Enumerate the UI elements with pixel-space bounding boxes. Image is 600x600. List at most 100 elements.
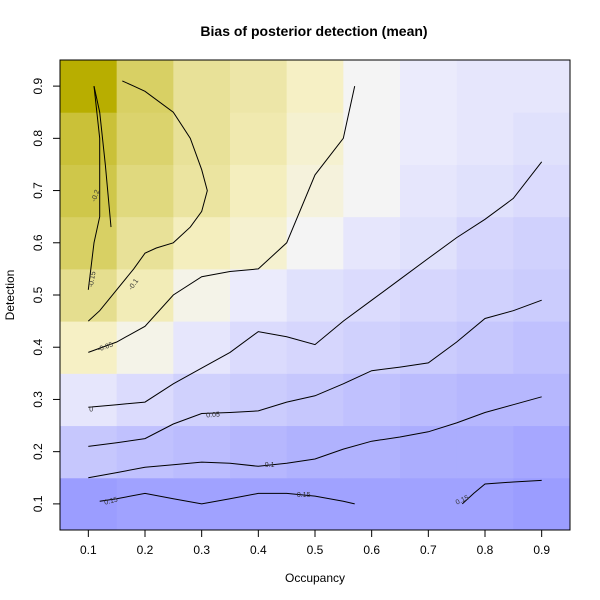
contour-label: -0.2 xyxy=(91,189,102,203)
y-tick-label: 0.8 xyxy=(31,130,45,147)
y-tick-label: 0.7 xyxy=(31,182,45,199)
heatmap-cell xyxy=(513,164,571,218)
x-tick-label: 0.6 xyxy=(363,543,380,557)
heatmap-cell xyxy=(343,477,401,531)
heatmap-cell xyxy=(286,216,344,270)
heatmap-cell xyxy=(400,216,458,270)
heatmap-cell xyxy=(400,321,458,374)
heatmap-cell xyxy=(116,321,174,374)
contour-line xyxy=(88,85,356,353)
heatmap-cell xyxy=(456,373,514,427)
heatmap-cell xyxy=(456,477,514,531)
contour-label: -0.15 xyxy=(88,271,98,288)
heatmap-cell xyxy=(60,164,118,218)
heatmap-cell xyxy=(456,425,514,479)
heatmap-cell xyxy=(60,60,118,113)
heatmap-cell xyxy=(230,268,288,322)
heatmap-cell xyxy=(230,477,288,531)
heatmap-cell xyxy=(116,268,174,322)
y-tick-label: 0.3 xyxy=(31,391,45,408)
heatmap-cell xyxy=(116,216,174,270)
heatmap-cell xyxy=(343,321,401,374)
heatmap-cell xyxy=(513,373,571,427)
x-tick-label: 0.3 xyxy=(193,543,210,557)
contour-line xyxy=(88,161,543,408)
contour-line xyxy=(99,492,355,505)
y-tick-label: 0.9 xyxy=(31,77,45,94)
heatmap-cell xyxy=(173,112,231,165)
heatmap-cell xyxy=(343,60,401,113)
y-tick-label: 0.4 xyxy=(31,339,45,356)
heatmap-cell xyxy=(400,373,458,427)
heatmap-cell xyxy=(230,373,288,427)
y-tick-label: 0.5 xyxy=(31,286,45,303)
heatmap-cell xyxy=(116,425,174,479)
y-axis-label: Detection xyxy=(3,270,17,321)
heatmap-cell xyxy=(343,268,401,322)
heatmap-cell xyxy=(456,60,514,113)
heatmap-cell xyxy=(343,164,401,218)
heatmap-cell xyxy=(60,321,118,374)
chart-title: Bias of posterior detection (mean) xyxy=(200,23,427,39)
x-tick-label: 0.9 xyxy=(533,543,550,557)
heatmap-cell xyxy=(173,373,231,427)
contour-line xyxy=(88,396,542,479)
heatmap-cell xyxy=(513,216,571,270)
heatmap-cell xyxy=(400,477,458,531)
heatmap-cell xyxy=(230,425,288,479)
y-tick-label: 0.1 xyxy=(31,495,45,512)
contour-label: 0 xyxy=(89,407,93,414)
x-tick-label: 0.7 xyxy=(420,543,437,557)
heatmap-cell xyxy=(173,321,231,374)
heatmap-cell xyxy=(456,216,514,270)
x-tick-label: 0.2 xyxy=(137,543,154,557)
heatmap-cell xyxy=(60,373,118,427)
heatmap-cell xyxy=(456,164,514,218)
contour-label: 0.1 xyxy=(265,462,275,469)
heatmap-cell xyxy=(286,268,344,322)
heatmap-cell xyxy=(513,321,571,374)
contour-label: 0.15 xyxy=(297,492,311,499)
heatmap-cell xyxy=(173,60,231,113)
heatmap-cell xyxy=(513,60,571,113)
heatmap-cell xyxy=(286,164,344,218)
heatmap-cell xyxy=(343,373,401,427)
heatmap-cell xyxy=(173,216,231,270)
heatmap-cell xyxy=(60,216,118,270)
y-tick-label: 0.6 xyxy=(31,234,45,251)
heatmap-cell xyxy=(116,164,174,218)
heatmap-cell xyxy=(116,373,174,427)
heatmap-cell xyxy=(60,425,118,479)
heatmap-cell xyxy=(230,216,288,270)
heatmap-cell xyxy=(230,112,288,165)
heatmap-cell xyxy=(116,60,174,113)
heatmap-cells xyxy=(60,60,571,531)
x-tick-label: 0.1 xyxy=(80,543,97,557)
x-axis: 0.1 0.2 0.3 0.4 0.5 0.6 0.7 0.8 0.9 xyxy=(80,529,550,557)
heatmap-cell xyxy=(400,425,458,479)
contour-line xyxy=(88,299,542,447)
heatmap-cell xyxy=(286,321,344,374)
y-axis: 0.1 0.2 0.3 0.4 0.5 0.6 0.7 0.8 0.9 xyxy=(31,77,61,512)
x-tick-label: 0.5 xyxy=(307,543,324,557)
heatmap-cell xyxy=(343,425,401,479)
heatmap-cell xyxy=(456,112,514,165)
heatmap-cell xyxy=(230,60,288,113)
heatmap-cell xyxy=(60,112,118,165)
heatmap-cell xyxy=(173,268,231,322)
heatmap-cell xyxy=(173,164,231,218)
heatmap-cell xyxy=(286,112,344,165)
heatmap-cell xyxy=(173,425,231,479)
y-tick-label: 0.2 xyxy=(31,443,45,460)
heatmap-cell xyxy=(513,425,571,479)
heatmap-cell xyxy=(513,477,571,531)
x-tick-label: 0.8 xyxy=(477,543,494,557)
heatmap-cell xyxy=(400,268,458,322)
contour-line xyxy=(87,80,208,322)
x-axis-label: Occupancy xyxy=(285,571,345,585)
heatmap-cell xyxy=(343,216,401,270)
heatmap-cell xyxy=(513,268,571,322)
heatmap-cell xyxy=(456,321,514,374)
heatmap-cell xyxy=(286,477,344,531)
